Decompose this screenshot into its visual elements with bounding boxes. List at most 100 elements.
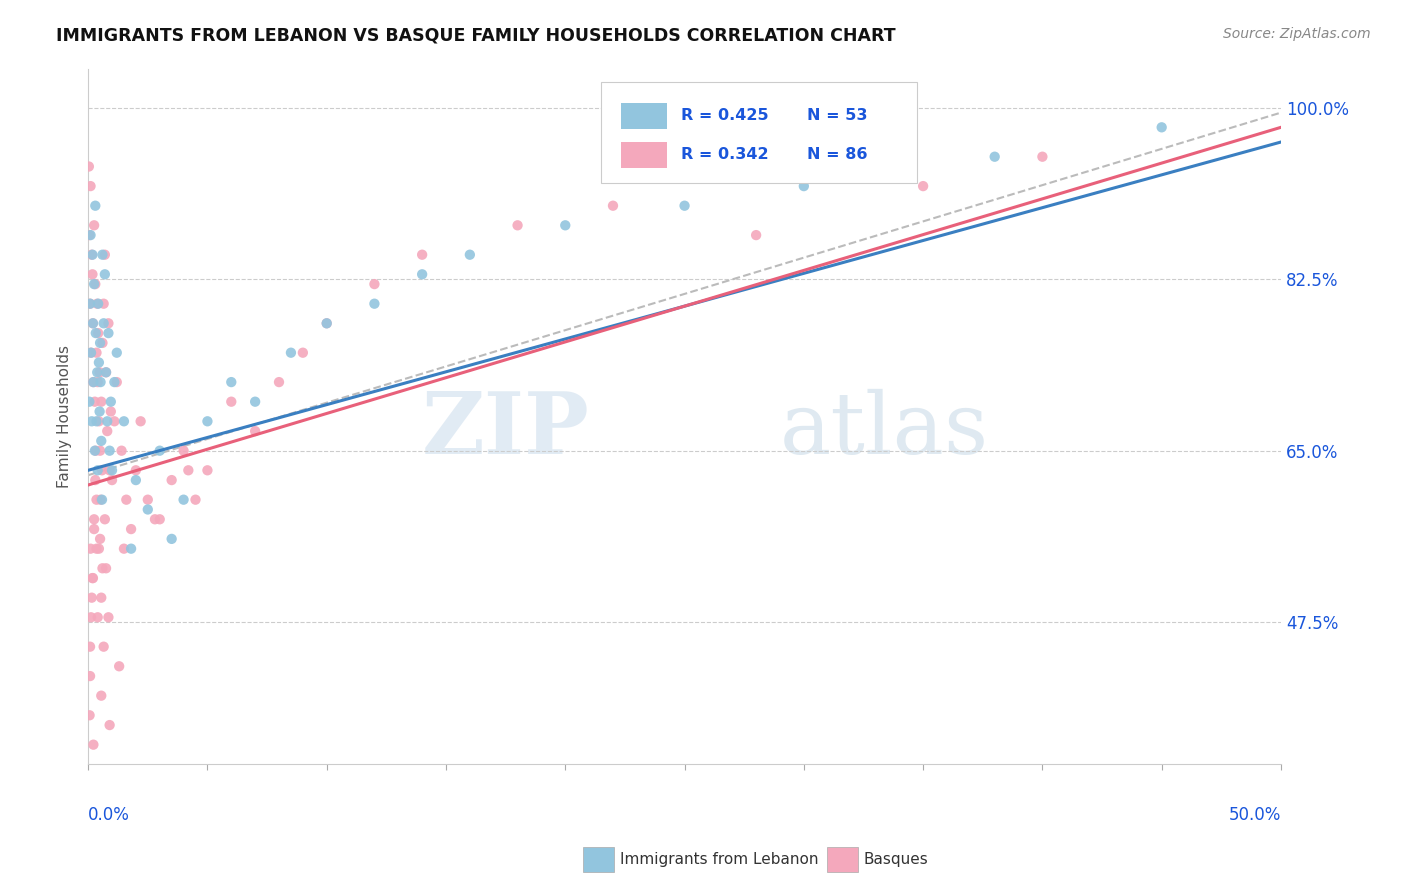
Point bbox=[105, 345, 128, 359]
Point bbox=[602, 199, 624, 213]
Text: R = 0.342: R = 0.342 bbox=[681, 147, 769, 162]
Point bbox=[673, 199, 696, 213]
Point bbox=[79, 640, 101, 654]
Point bbox=[80, 345, 103, 359]
Point bbox=[77, 160, 100, 174]
Point bbox=[315, 316, 337, 330]
Point bbox=[91, 463, 114, 477]
Point bbox=[411, 248, 433, 262]
Point bbox=[112, 541, 135, 556]
Point bbox=[82, 316, 104, 330]
Point bbox=[177, 463, 200, 477]
Point bbox=[243, 424, 266, 438]
Point bbox=[86, 365, 108, 379]
Point bbox=[197, 463, 219, 477]
Point bbox=[80, 248, 103, 262]
Point bbox=[90, 394, 112, 409]
Point bbox=[86, 414, 108, 428]
Point bbox=[100, 404, 122, 418]
Point bbox=[90, 375, 112, 389]
Point bbox=[84, 277, 107, 292]
Point bbox=[1150, 120, 1173, 135]
Point bbox=[79, 296, 101, 310]
Point bbox=[89, 404, 111, 418]
Text: ZIP: ZIP bbox=[422, 388, 589, 472]
Point bbox=[83, 522, 105, 536]
Text: R = 0.425: R = 0.425 bbox=[681, 108, 769, 123]
Point bbox=[79, 669, 101, 683]
Point bbox=[1031, 150, 1053, 164]
Text: Immigrants from Lebanon: Immigrants from Lebanon bbox=[620, 853, 818, 867]
Point bbox=[93, 296, 115, 310]
Point bbox=[411, 268, 433, 282]
Point bbox=[82, 375, 104, 389]
Point bbox=[506, 219, 529, 233]
Point bbox=[243, 394, 266, 409]
Point bbox=[91, 492, 114, 507]
Point bbox=[983, 150, 1005, 164]
Point bbox=[98, 718, 121, 732]
Text: 0.0%: 0.0% bbox=[89, 806, 129, 824]
Point bbox=[82, 571, 104, 585]
Point bbox=[80, 610, 103, 624]
Point bbox=[94, 561, 117, 575]
Point bbox=[87, 414, 110, 428]
Point bbox=[79, 708, 101, 723]
Point bbox=[554, 219, 576, 233]
Point bbox=[745, 228, 768, 243]
Point bbox=[98, 463, 121, 477]
Point bbox=[103, 375, 125, 389]
FancyBboxPatch shape bbox=[600, 82, 917, 184]
Point bbox=[280, 345, 302, 359]
Point bbox=[79, 228, 101, 243]
Point bbox=[84, 473, 107, 487]
Point bbox=[89, 443, 111, 458]
Point bbox=[108, 659, 131, 673]
Point bbox=[82, 316, 104, 330]
Point bbox=[91, 248, 114, 262]
Point bbox=[84, 443, 107, 458]
Point bbox=[80, 345, 103, 359]
FancyBboxPatch shape bbox=[621, 103, 666, 129]
Point bbox=[83, 512, 105, 526]
Point bbox=[100, 394, 122, 409]
Point bbox=[125, 463, 148, 477]
Point bbox=[97, 326, 120, 340]
Point bbox=[184, 492, 207, 507]
Point bbox=[89, 532, 111, 546]
Point bbox=[93, 316, 115, 330]
Point bbox=[83, 394, 105, 409]
Point bbox=[458, 248, 481, 262]
Point bbox=[97, 316, 120, 330]
Point bbox=[90, 689, 112, 703]
Point bbox=[94, 248, 117, 262]
Point bbox=[80, 414, 103, 428]
Point bbox=[94, 365, 117, 379]
Point bbox=[94, 268, 117, 282]
Point bbox=[80, 591, 103, 605]
Point bbox=[98, 443, 121, 458]
Point bbox=[82, 248, 104, 262]
Point bbox=[115, 492, 138, 507]
Point bbox=[82, 738, 104, 752]
Text: N = 86: N = 86 bbox=[807, 147, 868, 162]
Point bbox=[89, 335, 111, 350]
Point bbox=[91, 561, 114, 575]
Point bbox=[86, 492, 108, 507]
Point bbox=[94, 512, 117, 526]
Point bbox=[149, 512, 172, 526]
Point bbox=[125, 473, 148, 487]
Point bbox=[94, 365, 117, 379]
Point bbox=[86, 375, 108, 389]
Point bbox=[79, 541, 101, 556]
Point bbox=[79, 394, 101, 409]
Point bbox=[112, 414, 135, 428]
Point bbox=[97, 610, 120, 624]
Point bbox=[86, 296, 108, 310]
Point bbox=[912, 179, 935, 194]
Point bbox=[160, 473, 183, 487]
Text: 50.0%: 50.0% bbox=[1229, 806, 1281, 824]
Point bbox=[103, 414, 125, 428]
Point bbox=[82, 268, 104, 282]
Point bbox=[173, 492, 195, 507]
